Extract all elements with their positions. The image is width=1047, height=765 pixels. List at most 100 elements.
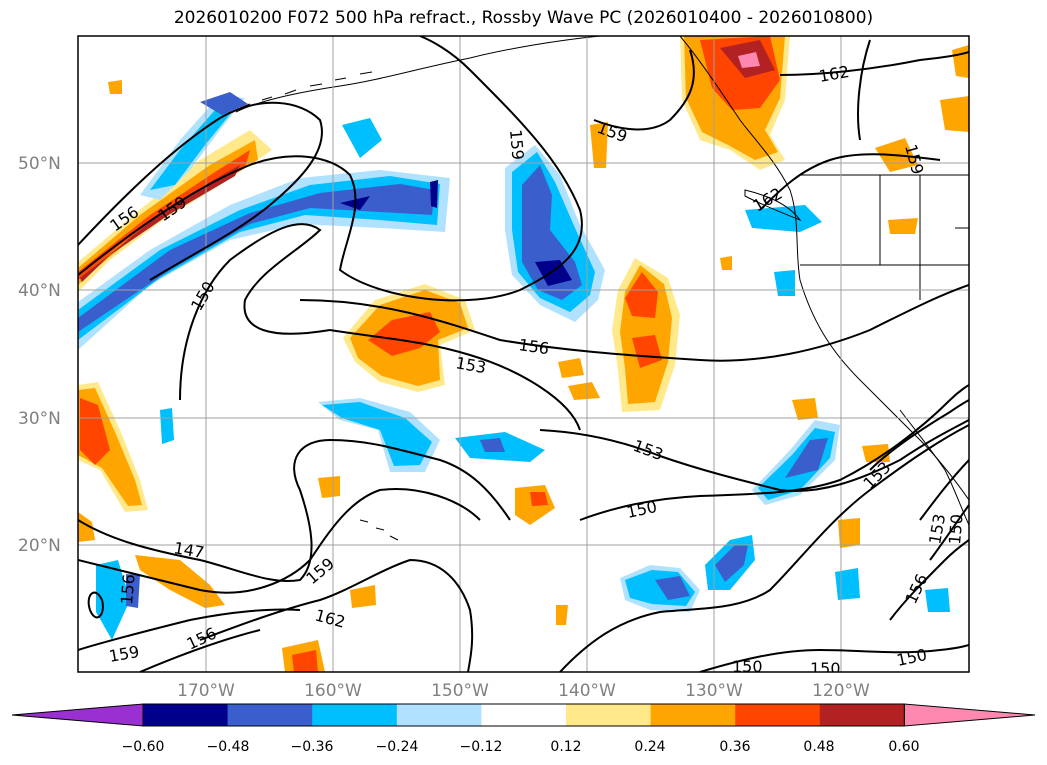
positive-anomaly-patch (792, 398, 818, 420)
colorbar-extend-high (903, 703, 1036, 727)
colorbar-segment (650, 704, 736, 726)
contour-153-se (869, 399, 969, 471)
refractivity-contours (78, 36, 969, 672)
vancouver-island (744, 189, 802, 222)
colorbar-tick-label: −0.60 (122, 739, 165, 755)
positive-anomaly-patch (108, 80, 122, 94)
colorbar-tick-label: −0.48 (207, 739, 250, 755)
colorbar-segment (481, 704, 567, 726)
positive-anomaly-patch (838, 518, 860, 548)
lon-label-140w: 140°W (558, 681, 616, 701)
contour-label: 156 (517, 335, 550, 358)
colorbar-segment (396, 704, 482, 726)
contour-150-west (179, 223, 331, 401)
longitude-labels: 170°W 160°W 150°W 140°W 130°W 120°W (177, 681, 870, 701)
lon-label-160w: 160°W (304, 681, 362, 701)
map-title: 2026010200 F072 500 hPa refract., Rossby… (173, 8, 874, 28)
map-frame (77, 35, 970, 673)
contour-156-far-se (889, 539, 969, 621)
negative-anomaly-patch (96, 560, 130, 640)
negative-anomaly-band (78, 184, 435, 332)
contour-156-se (559, 424, 969, 672)
lat-label-50n: 50°N (18, 154, 61, 174)
positive-anomaly-patch (78, 512, 95, 542)
baja-california (899, 409, 969, 526)
contour-159-sw (78, 608, 301, 651)
colorbar-tick-label: −0.36 (291, 739, 334, 755)
positive-anomaly-patch (350, 585, 376, 608)
positive-anomaly-patch (135, 555, 225, 608)
positive-anomaly-patch (530, 492, 548, 506)
contour-159-south (78, 488, 481, 594)
negative-anomaly-band (430, 180, 438, 208)
colorbar-tick-label: 0.48 (803, 739, 834, 755)
positive-anomaly-patch (318, 476, 340, 498)
colorbar-extend-low (11, 703, 144, 727)
latitude-labels: 50°N 40°N 30°N 20°N (18, 154, 61, 556)
colorbar-tick-label: −0.24 (376, 739, 419, 755)
positive-anomaly-patch (558, 358, 584, 378)
contour-label: 156 (117, 573, 139, 605)
contour-153-east (539, 419, 969, 492)
colorbar-segment (143, 704, 229, 726)
colorbar-segment (227, 704, 313, 726)
positive-anomaly-band (80, 165, 240, 282)
contour-162-ne (759, 51, 969, 211)
north-america-coastline (679, 36, 969, 501)
lon-label-170w: 170°W (177, 681, 235, 701)
colorbar-tick-label: 0.12 (550, 739, 581, 755)
contour-label: 159 (506, 129, 528, 161)
positive-anomaly-patch (632, 335, 662, 368)
negative-anomaly-patch (522, 165, 582, 300)
colorbar-tick-label: 0.36 (719, 739, 750, 755)
contour-159-ne (593, 49, 695, 131)
negative-anomaly-patch (160, 408, 174, 444)
positive-anomaly-patch (568, 382, 600, 400)
contour-150-se-b (919, 459, 969, 561)
contour-153-center (329, 329, 581, 431)
contour-150-se (699, 644, 969, 672)
colorbar-segment (566, 704, 652, 726)
map-plot-area: 156 159 150 159 162 159 162 156 153 153 … (78, 36, 969, 676)
colorbar-segments (11, 703, 1036, 727)
negative-anomaly-patch (200, 92, 248, 115)
negative-anomaly-patch (342, 118, 382, 158)
contour-156-center (299, 284, 969, 362)
positive-anomaly-patch (738, 52, 760, 68)
contour-156-north (78, 101, 323, 281)
hawaii-islands (359, 519, 399, 541)
positive-anomaly-patch (80, 398, 110, 465)
positive-anomaly-patch (940, 96, 969, 132)
negative-anomaly-band (78, 176, 440, 340)
lon-label-130w: 130°W (685, 681, 743, 701)
contour-label: 150 (732, 657, 763, 676)
lon-label-120w: 120°W (812, 681, 870, 701)
negative-anomaly-patch (785, 438, 828, 478)
contour-closed-west (87, 591, 104, 619)
colorbar-segment (819, 704, 905, 726)
colorbar-segment (312, 704, 398, 726)
positive-anomaly-patch (556, 605, 568, 625)
positive-anomaly-patch (368, 312, 440, 356)
colorbar-tick-label: 0.60 (888, 739, 919, 755)
state-borders (800, 175, 969, 300)
colorbar-tick-label: 0.24 (634, 739, 665, 755)
negative-anomaly-patch (150, 110, 232, 190)
colorbar-ticks: −0.60 −0.48 −0.36 −0.24 −0.12 0.12 0.24 … (122, 739, 920, 755)
positive-anomaly-patch (292, 650, 318, 672)
colorbar: −0.60 −0.48 −0.36 −0.24 −0.12 0.12 0.24 … (11, 703, 1036, 755)
colorbar-frame (142, 703, 905, 727)
positive-anomaly-patch (720, 256, 732, 270)
negative-anomaly-patch (535, 260, 572, 286)
graticule (78, 36, 969, 672)
lat-label-20n: 20°N (18, 536, 61, 556)
negative-anomaly-patch (835, 568, 860, 600)
lat-label-30n: 30°N (18, 409, 61, 429)
negative-anomaly-patch (126, 574, 140, 608)
positive-anomaly-patch (888, 218, 918, 234)
contour-150-east (579, 384, 969, 521)
negative-anomaly-patch (480, 438, 505, 452)
contour-label: 150 (945, 513, 967, 545)
negative-anomaly-patch (745, 205, 822, 232)
